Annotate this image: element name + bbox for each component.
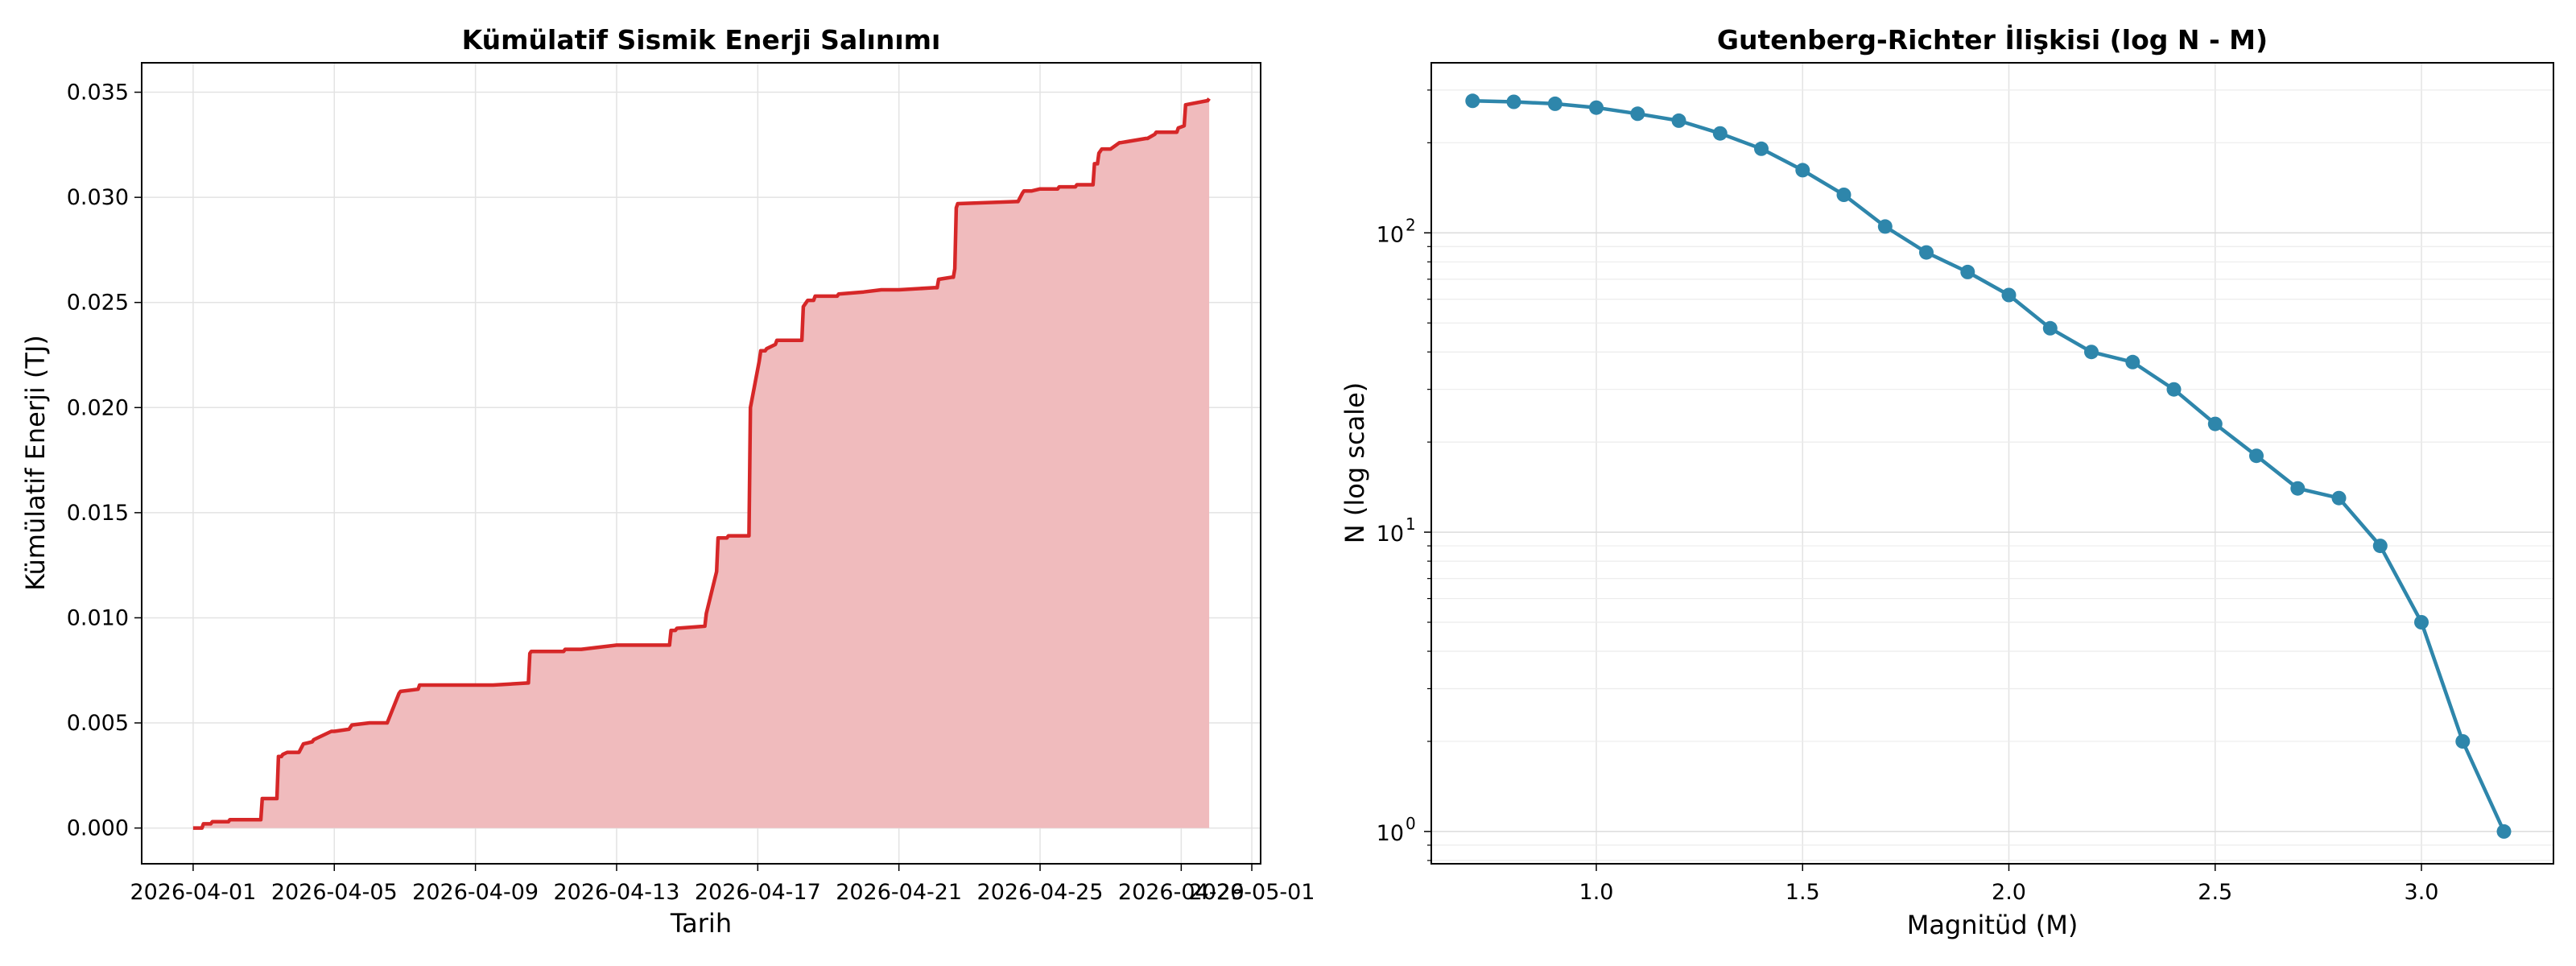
x-tick-label: 1.0	[1579, 880, 1614, 905]
data-point	[2042, 320, 2058, 336]
x-tick-label: 2026-04-13	[554, 880, 680, 905]
y-tick-label: 10	[1377, 222, 1404, 247]
data-point	[2166, 382, 2182, 397]
energy-fill-area	[192, 98, 1210, 828]
data-point	[1671, 113, 1686, 128]
x-tick-label: 1.5	[1785, 880, 1820, 905]
x-tick-label: 2.5	[2198, 880, 2232, 905]
y-tick-label: 10	[1377, 522, 1404, 547]
y-tick-exponent: 2	[1406, 215, 1416, 234]
data-point	[1465, 93, 1480, 109]
data-point	[2290, 481, 2306, 496]
data-point	[2207, 416, 2223, 431]
gr-series-markers	[1465, 93, 2512, 839]
data-point	[2125, 354, 2140, 369]
x-tick-label: 2026-04-29	[1118, 880, 1245, 905]
data-point	[1589, 100, 1604, 115]
y-tick-label: 0.005	[67, 711, 129, 736]
x-axis-label: Tarih	[670, 908, 732, 939]
y-tick-label: 0.025	[67, 291, 129, 316]
x-axis-label: Magnitüd (M)	[1907, 910, 2079, 940]
plot-frame	[141, 62, 1261, 865]
chart-title: Kümülatif Sismik Enerji Salınımı	[462, 24, 941, 56]
data-point	[1630, 106, 1645, 122]
tick-labels: 2026-04-01 2026-04-05 2026-04-09 2026-04-13…	[67, 80, 1315, 905]
data-point	[1795, 163, 1810, 178]
y-tick-label: 0.030	[67, 185, 129, 210]
y-tick-label: 0.015	[67, 501, 129, 526]
data-point	[2331, 490, 2347, 506]
y-axis-label: N (log scale)	[1340, 382, 1370, 543]
y-tick-label: 10	[1377, 821, 1404, 846]
plot-frame	[1430, 62, 2554, 865]
y-tick-label: 0.020	[67, 395, 129, 420]
y-tick-label: 0.035	[67, 80, 129, 105]
chart-title: Gutenberg-Richter İlişkisi (log N - M)	[1717, 23, 2268, 56]
data-point	[2372, 539, 2388, 554]
x-tick-label: 2026-04-17	[695, 880, 821, 905]
y-tick-exponent: 0	[1406, 814, 1416, 833]
data-point	[1754, 141, 1769, 156]
data-point	[2249, 448, 2264, 464]
data-point	[2001, 287, 2017, 303]
x-tick-label: 2026-04-05	[271, 880, 398, 905]
data-point	[1712, 126, 1728, 141]
data-point	[2455, 734, 2471, 749]
x-tick-label: 2026-05-01	[1189, 880, 1315, 905]
data-point	[1960, 264, 1975, 279]
x-tick-label: 2026-04-25	[977, 880, 1104, 905]
data-point	[2496, 824, 2512, 839]
y-tick-label: 0.010	[67, 605, 129, 630]
data-point	[1836, 188, 1852, 202]
x-tick-label: 2026-04-21	[836, 880, 962, 905]
x-tick-label: 2026-04-09	[412, 880, 539, 905]
y-axis-label: Kümülatif Enerji (TJ)	[20, 335, 51, 591]
chart-cumulative-energy: 2026-04-01 2026-04-05 2026-04-09 2026-04-13…	[20, 24, 1315, 939]
data-point	[2414, 615, 2429, 630]
data-point	[2084, 345, 2099, 360]
y-tick-exponent: 1	[1406, 514, 1416, 534]
data-point	[1919, 245, 1934, 260]
x-tick-label: 2026-04-01	[130, 880, 256, 905]
energy-line	[192, 97, 1211, 830]
x-tick-label: 2.0	[1992, 880, 2026, 905]
data-point	[1506, 94, 1521, 109]
y-tick-label: 0.000	[67, 816, 129, 841]
data-point	[1547, 96, 1563, 111]
x-tick-label: 3.0	[2405, 880, 2439, 905]
data-point	[1877, 219, 1893, 234]
